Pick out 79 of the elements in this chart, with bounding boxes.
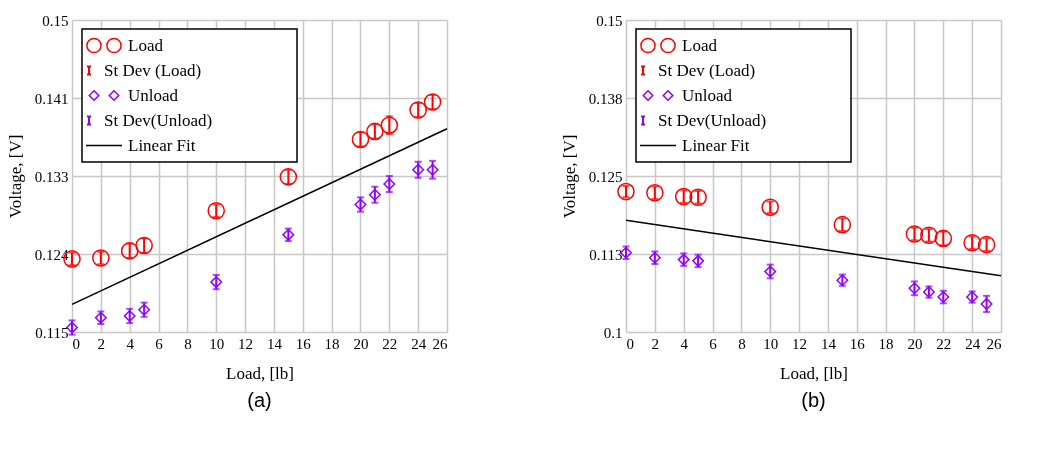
point [207,201,226,220]
point [279,168,298,186]
y-tick-label: 0.15 [42,12,69,29]
x-tick-label: 12 [792,335,808,352]
text: (b) [801,389,826,411]
x-tick-label: 18 [878,335,894,352]
point [120,242,139,260]
point [646,184,664,202]
x-tick-label: 16 [295,335,312,352]
point [934,229,953,248]
x-tick-label: 20 [907,335,923,352]
x-tick-label: 6 [155,335,164,352]
x-tick-label: 14 [820,335,837,352]
x-tick-label: 4 [680,335,689,352]
y-tick-label: 0.115 [35,324,69,341]
point [920,226,938,245]
x-tick-label: 16 [849,335,866,352]
point [366,122,384,141]
legend-label: Unload [128,85,179,105]
x-tick-label: 24 [965,335,981,352]
y-tick-label: 0.125 [588,168,623,185]
legend-label: Load [128,35,164,55]
y-tick-label: 0.141 [34,90,69,107]
y-tick-label: 0.138 [588,90,623,107]
text: (a) [247,389,272,411]
x-tick-label: 26 [986,335,1002,352]
point [905,225,924,243]
x-tick-label: 14 [266,335,283,352]
x-tick-label: 20 [353,335,369,352]
point [351,130,370,149]
y-axis-title: Voltage, [V] [5,134,25,219]
x-tick-label: 22 [936,335,952,352]
point [423,93,442,111]
point [963,233,981,252]
point [380,116,399,134]
x-tick-label: 10 [209,335,225,352]
annotation: St Dev(Unload) [658,110,767,130]
legend-label: Linear Fit [682,135,750,155]
x-tick-label: 18 [324,335,340,352]
x-tick-label: 12 [238,335,254,352]
x-tick-label: 22 [382,335,398,352]
x-tick-label: 10 [763,335,779,352]
point [368,188,381,201]
legend-label: Load [682,35,718,55]
point [123,309,136,322]
point [977,235,996,254]
x-axis-title: Load, [lb] [780,363,848,383]
y-tick-label: 0.133 [34,168,69,185]
point [354,198,367,211]
x-tick-label: 8 [738,335,746,352]
legend-label: Unload [682,85,733,105]
point [689,188,707,207]
x-tick-label: 2 [97,335,106,352]
x-tick-label: 24 [411,335,427,352]
y-tick-label: 0.113 [589,246,623,263]
x-tick-label: 8 [184,335,192,352]
y-tick-label: 0.15 [596,12,623,29]
legend-label: Linear Fit [128,135,196,155]
x-tick-label: 0 [626,335,634,352]
y-tick-label: 0.1 [603,324,623,341]
point [409,101,427,119]
y-axis-title: Voltage, [V] [559,134,579,219]
point [617,182,635,201]
point [833,215,852,234]
annotation: St Dev (Load) [658,60,756,80]
x-tick-label: 6 [709,335,718,352]
x-tick-label: 26 [432,335,448,352]
point [92,249,110,267]
x-tick-label: 2 [651,335,660,352]
point [135,236,153,255]
point [761,198,780,216]
annotation: St Dev(Unload) [104,110,213,130]
x-tick-label: 4 [126,335,135,352]
point [674,187,693,206]
annotation: St Dev (Load) [104,60,202,80]
point [426,163,439,176]
x-tick-label: 0 [72,335,80,352]
point [980,297,993,310]
x-axis-title: Load, [lb] [226,363,294,383]
